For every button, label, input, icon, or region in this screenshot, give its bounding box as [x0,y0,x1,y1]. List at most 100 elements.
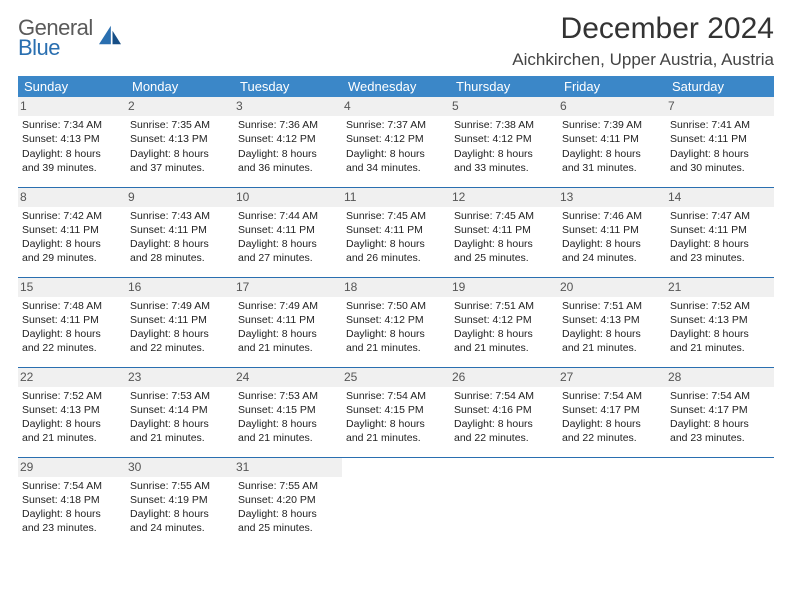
day-number: 20 [558,278,666,297]
calendar-week-row: 8 Sunrise: 7:42 AMSunset: 4:11 PMDaylight… [18,187,774,277]
day-detail: Sunrise: 7:45 AMSunset: 4:11 PMDaylight:… [346,209,446,266]
weekday-header: Sunday [18,76,126,97]
day-number: 21 [666,278,774,297]
calendar-day-cell: 1 Sunrise: 7:34 AMSunset: 4:13 PMDaylight… [18,97,126,187]
calendar-day-cell: 20 Sunrise: 7:51 AMSunset: 4:13 PMDayligh… [558,277,666,367]
location-subtitle: Aichkirchen, Upper Austria, Austria [512,50,774,70]
day-number: 14 [666,188,774,207]
weekday-header: Saturday [666,76,774,97]
day-number: 8 [18,188,126,207]
calendar-day-cell: 12 Sunrise: 7:45 AMSunset: 4:11 PMDayligh… [450,187,558,277]
day-detail: Sunrise: 7:54 AMSunset: 4:18 PMDaylight:… [22,479,122,536]
day-detail: Sunrise: 7:53 AMSunset: 4:15 PMDaylight:… [238,389,338,446]
calendar-day-cell: 27Sunrise: 7:54 AMSunset: 4:17 PMDayligh… [558,367,666,457]
calendar-day-cell: 25 Sunrise: 7:54 AMSunset: 4:15 PMDayligh… [342,367,450,457]
day-detail: Sunrise: 7:35 AMSunset: 4:13 PMDaylight:… [130,118,230,175]
day-detail: Sunrise: 7:49 AMSunset: 4:11 PMDaylight:… [238,299,338,356]
day-number: 10 [234,188,342,207]
day-number: 5 [450,97,558,116]
day-detail: Sunrise: 7:54 AMSunset: 4:16 PMDaylight:… [454,389,554,446]
day-number: 22 [18,368,126,387]
day-detail: Sunrise: 7:37 AMSunset: 4:12 PMDaylight:… [346,118,446,175]
day-detail: Sunrise: 7:49 AMSunset: 4:11 PMDaylight:… [130,299,230,356]
calendar-day-cell: .. [342,457,450,547]
day-detail: Sunrise: 7:46 AMSunset: 4:11 PMDaylight:… [562,209,662,266]
calendar-day-cell: 22 Sunrise: 7:52 AMSunset: 4:13 PMDayligh… [18,367,126,457]
day-number: 15 [18,278,126,297]
day-detail: Sunrise: 7:47 AMSunset: 4:11 PMDaylight:… [670,209,770,266]
day-detail: Sunrise: 7:55 AMSunset: 4:19 PMDaylight:… [130,479,230,536]
calendar-day-cell: 13 Sunrise: 7:46 AMSunset: 4:11 PMDayligh… [558,187,666,277]
weekday-header: Friday [558,76,666,97]
day-detail: Sunrise: 7:34 AMSunset: 4:13 PMDaylight:… [22,118,122,175]
day-number: 12 [450,188,558,207]
day-number: 13 [558,188,666,207]
day-detail: Sunrise: 7:54 AMSunset: 4:17 PMDaylight:… [562,389,662,446]
calendar-day-cell: 9 Sunrise: 7:43 AMSunset: 4:11 PMDaylight… [126,187,234,277]
day-number: 25 [342,368,450,387]
day-number: 18 [342,278,450,297]
day-detail: Sunrise: 7:52 AMSunset: 4:13 PMDaylight:… [22,389,122,446]
calendar-day-cell: 30 Sunrise: 7:55 AMSunset: 4:19 PMDayligh… [126,457,234,547]
day-detail: Sunrise: 7:43 AMSunset: 4:11 PMDaylight:… [130,209,230,266]
day-detail: Sunrise: 7:51 AMSunset: 4:12 PMDaylight:… [454,299,554,356]
day-detail: Sunrise: 7:54 AMSunset: 4:17 PMDaylight:… [670,389,770,446]
day-number: 28 [666,368,774,387]
weekday-header-row: SundayMondayTuesdayWednesdayThursdayFrid… [18,76,774,97]
calendar-day-cell: 31Sunrise: 7:55 AMSunset: 4:20 PMDayligh… [234,457,342,547]
calendar-day-cell: 6Sunrise: 7:39 AMSunset: 4:11 PMDaylight… [558,97,666,187]
calendar-day-cell: 11 Sunrise: 7:45 AMSunset: 4:11 PMDayligh… [342,187,450,277]
calendar-day-cell: 16 Sunrise: 7:49 AMSunset: 4:11 PMDayligh… [126,277,234,367]
calendar-day-cell: 8 Sunrise: 7:42 AMSunset: 4:11 PMDaylight… [18,187,126,277]
calendar-day-cell: 19 Sunrise: 7:51 AMSunset: 4:12 PMDayligh… [450,277,558,367]
day-number: 31 [234,458,342,477]
calendar-day-cell: 2 Sunrise: 7:35 AMSunset: 4:13 PMDaylight… [126,97,234,187]
day-detail: Sunrise: 7:39 AMSunset: 4:11 PMDaylight:… [562,118,662,175]
calendar-day-cell: 23 Sunrise: 7:53 AMSunset: 4:14 PMDayligh… [126,367,234,457]
calendar-day-cell: 7Sunrise: 7:41 AMSunset: 4:11 PMDaylight… [666,97,774,187]
day-detail: Sunrise: 7:53 AMSunset: 4:14 PMDaylight:… [130,389,230,446]
day-detail: Sunrise: 7:54 AMSunset: 4:15 PMDaylight:… [346,389,446,446]
day-number: 2 [126,97,234,116]
calendar-day-cell: .. [558,457,666,547]
day-detail: Sunrise: 7:52 AMSunset: 4:13 PMDaylight:… [670,299,770,356]
day-number: 4 [342,97,450,116]
day-number: 9 [126,188,234,207]
calendar-day-cell: 4 Sunrise: 7:37 AMSunset: 4:12 PMDaylight… [342,97,450,187]
day-number: 19 [450,278,558,297]
calendar-day-cell: 29 Sunrise: 7:54 AMSunset: 4:18 PMDayligh… [18,457,126,547]
weekday-header: Tuesday [234,76,342,97]
day-number: 7 [666,97,774,116]
calendar-day-cell: 24Sunrise: 7:53 AMSunset: 4:15 PMDayligh… [234,367,342,457]
day-detail: Sunrise: 7:42 AMSunset: 4:11 PMDaylight:… [22,209,122,266]
calendar-day-cell: 21 Sunrise: 7:52 AMSunset: 4:13 PMDayligh… [666,277,774,367]
day-number: 1 [18,97,126,116]
calendar-day-cell: 5Sunrise: 7:38 AMSunset: 4:12 PMDaylight… [450,97,558,187]
logo-word-2: Blue [18,38,93,58]
calendar-table: SundayMondayTuesdayWednesdayThursdayFrid… [18,76,774,547]
calendar-week-row: 15Sunrise: 7:48 AMSunset: 4:11 PMDayligh… [18,277,774,367]
weekday-header: Thursday [450,76,558,97]
calendar-day-cell: 17 Sunrise: 7:49 AMSunset: 4:11 PMDayligh… [234,277,342,367]
day-detail: Sunrise: 7:51 AMSunset: 4:13 PMDaylight:… [562,299,662,356]
day-number: 11 [342,188,450,207]
calendar-week-row: 1 Sunrise: 7:34 AMSunset: 4:13 PMDaylight… [18,97,774,187]
logo-sail-icon [97,24,123,51]
day-number: 29 [18,458,126,477]
calendar-day-cell: 14 Sunrise: 7:47 AMSunset: 4:11 PMDayligh… [666,187,774,277]
calendar-day-cell: 3Sunrise: 7:36 AMSunset: 4:12 PMDaylight… [234,97,342,187]
day-detail: Sunrise: 7:45 AMSunset: 4:11 PMDaylight:… [454,209,554,266]
calendar-day-cell: .. [450,457,558,547]
day-number: 23 [126,368,234,387]
calendar-body: 1 Sunrise: 7:34 AMSunset: 4:13 PMDaylight… [18,97,774,547]
day-number: 16 [126,278,234,297]
title-block: December 2024 Aichkirchen, Upper Austria… [512,12,774,70]
calendar-day-cell: 28 Sunrise: 7:54 AMSunset: 4:17 PMDayligh… [666,367,774,457]
day-number: 17 [234,278,342,297]
day-detail: Sunrise: 7:44 AMSunset: 4:11 PMDaylight:… [238,209,338,266]
page-header: General Blue December 2024 Aichkirchen, … [18,12,774,70]
calendar-day-cell: 10 Sunrise: 7:44 AMSunset: 4:11 PMDayligh… [234,187,342,277]
calendar-day-cell: 18Sunrise: 7:50 AMSunset: 4:12 PMDayligh… [342,277,450,367]
calendar-week-row: 29 Sunrise: 7:54 AMSunset: 4:18 PMDayligh… [18,457,774,547]
day-number: 30 [126,458,234,477]
